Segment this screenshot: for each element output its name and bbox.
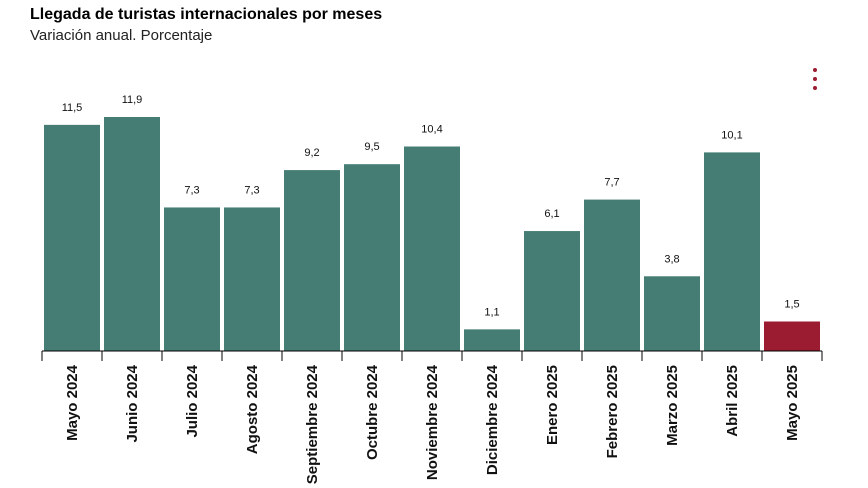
chart-title: Llegada de turistas internacionales por …: [30, 6, 383, 23]
data-label: 1,5: [784, 299, 799, 311]
bar: [404, 146, 460, 351]
bar: [344, 164, 400, 351]
data-label: 1,1: [484, 306, 499, 318]
bar: [164, 207, 220, 351]
bar: [224, 207, 280, 351]
x-tick-label: Septiembre 2024: [304, 364, 321, 484]
data-label: 9,5: [364, 141, 379, 153]
bar: [764, 321, 820, 351]
x-tick-label: Junio 2024: [124, 364, 141, 442]
bar: [104, 117, 160, 351]
x-tick-label: Julio 2024: [184, 364, 201, 437]
bar: [284, 170, 340, 351]
x-tick-label: Abril 2025: [724, 365, 741, 437]
bar: [584, 199, 640, 351]
x-tick-label: Diciembre 2024: [484, 364, 501, 475]
bar: [704, 152, 760, 351]
data-label: 3,8: [664, 253, 679, 265]
x-tick-label: Marzo 2025: [664, 365, 681, 446]
data-label: 9,2: [304, 147, 319, 159]
data-label: 6,1: [544, 208, 559, 220]
x-tick-label: Octubre 2024: [364, 364, 381, 460]
x-tick-label: Agosto 2024: [244, 364, 261, 454]
data-label: 10,1: [721, 129, 742, 141]
x-tick-label: Mayo 2025: [784, 365, 801, 441]
bar: [44, 124, 100, 352]
more-vertical-icon[interactable]: [810, 68, 820, 90]
data-label: 11,5: [62, 102, 83, 114]
data-label: 7,7: [604, 177, 619, 189]
x-tick-label: Febrero 2025: [604, 365, 621, 458]
bar: [464, 329, 520, 351]
x-tick-label: Noviembre 2024: [424, 364, 441, 480]
bar: [524, 231, 580, 351]
bar: [644, 276, 700, 351]
x-tick-label: Enero 2025: [544, 365, 561, 445]
data-label: 11,9: [122, 94, 143, 106]
data-label: 7,3: [244, 184, 259, 196]
data-label: 7,3: [184, 184, 199, 196]
data-label: 10,4: [421, 123, 442, 135]
chart-subtitle: Variación anual. Porcentaje: [30, 27, 213, 44]
x-tick-label: Mayo 2024: [64, 364, 81, 441]
